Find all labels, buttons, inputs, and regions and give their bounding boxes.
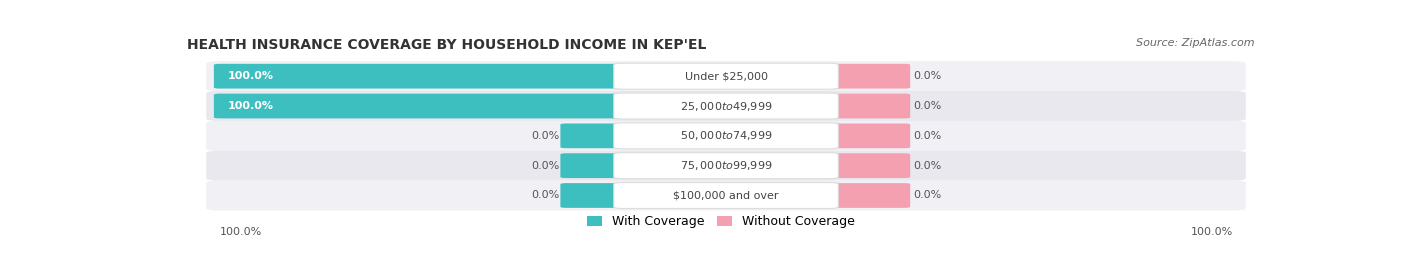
Text: $50,000 to $74,999: $50,000 to $74,999 bbox=[679, 129, 772, 142]
Text: 100.0%: 100.0% bbox=[228, 71, 274, 81]
Text: $25,000 to $49,999: $25,000 to $49,999 bbox=[679, 100, 772, 112]
FancyBboxPatch shape bbox=[561, 183, 624, 208]
Text: 0.0%: 0.0% bbox=[914, 131, 942, 141]
Text: Source: ZipAtlas.com: Source: ZipAtlas.com bbox=[1136, 38, 1254, 48]
FancyBboxPatch shape bbox=[828, 64, 910, 89]
Text: 100.0%: 100.0% bbox=[219, 227, 262, 237]
FancyBboxPatch shape bbox=[561, 153, 624, 178]
FancyBboxPatch shape bbox=[828, 123, 910, 148]
Text: 0.0%: 0.0% bbox=[914, 71, 942, 81]
Text: 0.0%: 0.0% bbox=[914, 101, 942, 111]
Text: 0.0%: 0.0% bbox=[531, 131, 560, 141]
Text: 0.0%: 0.0% bbox=[914, 190, 942, 200]
FancyBboxPatch shape bbox=[207, 180, 1246, 211]
FancyBboxPatch shape bbox=[614, 63, 838, 89]
Text: Under $25,000: Under $25,000 bbox=[685, 71, 768, 81]
Text: 100.0%: 100.0% bbox=[228, 101, 274, 111]
FancyBboxPatch shape bbox=[828, 153, 910, 178]
Text: 0.0%: 0.0% bbox=[914, 161, 942, 171]
FancyBboxPatch shape bbox=[214, 64, 624, 89]
FancyBboxPatch shape bbox=[828, 183, 910, 208]
Text: 0.0%: 0.0% bbox=[531, 190, 560, 200]
Text: HEALTH INSURANCE COVERAGE BY HOUSEHOLD INCOME IN KEP'EL: HEALTH INSURANCE COVERAGE BY HOUSEHOLD I… bbox=[187, 38, 706, 52]
Legend: With Coverage, Without Coverage: With Coverage, Without Coverage bbox=[582, 210, 859, 233]
FancyBboxPatch shape bbox=[614, 123, 838, 149]
Text: $75,000 to $99,999: $75,000 to $99,999 bbox=[679, 159, 772, 172]
Text: 100.0%: 100.0% bbox=[1191, 227, 1233, 237]
FancyBboxPatch shape bbox=[207, 91, 1246, 121]
FancyBboxPatch shape bbox=[614, 93, 838, 119]
FancyBboxPatch shape bbox=[614, 153, 838, 179]
FancyBboxPatch shape bbox=[614, 182, 838, 208]
FancyBboxPatch shape bbox=[828, 94, 910, 118]
FancyBboxPatch shape bbox=[207, 61, 1246, 91]
FancyBboxPatch shape bbox=[561, 123, 624, 148]
FancyBboxPatch shape bbox=[207, 151, 1246, 181]
Text: $100,000 and over: $100,000 and over bbox=[673, 190, 779, 200]
Text: 0.0%: 0.0% bbox=[531, 161, 560, 171]
FancyBboxPatch shape bbox=[214, 94, 624, 118]
FancyBboxPatch shape bbox=[207, 121, 1246, 151]
